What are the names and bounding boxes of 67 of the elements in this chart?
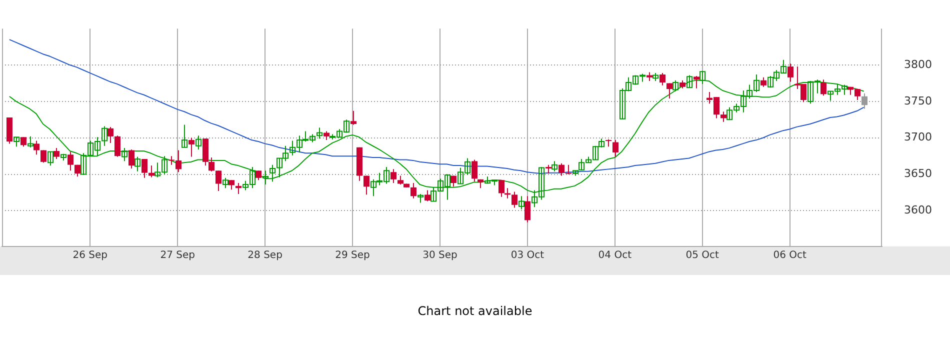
candlestick <box>40 150 46 164</box>
candlestick <box>202 138 208 166</box>
candlestick <box>142 158 148 178</box>
candlestick <box>472 159 478 182</box>
candlestick <box>176 150 182 173</box>
candlestick <box>54 148 60 160</box>
x-tick-label: 05 Oct <box>686 250 720 261</box>
candlestick <box>660 72 666 86</box>
candlestick <box>128 149 134 169</box>
x-tick-label: 27 Sep <box>160 250 195 261</box>
candlestick <box>114 135 120 158</box>
candlestick <box>720 111 726 122</box>
candlestick <box>788 63 794 82</box>
candlestick <box>28 136 34 148</box>
candlestick <box>558 162 564 176</box>
x-tick-label: 26 Sep <box>72 250 108 261</box>
candlestick <box>14 136 20 148</box>
y-tick-label: 3800 <box>904 58 932 71</box>
candlestick <box>504 188 510 199</box>
candlestick <box>68 151 74 172</box>
x-tick-label: 30 Sep <box>422 250 458 261</box>
candlestick <box>20 136 26 148</box>
candlestick <box>208 157 214 172</box>
candlestick <box>196 135 202 150</box>
x-tick-label: 29 Sep <box>335 250 370 261</box>
y-tick-label: 3600 <box>904 204 932 217</box>
candlestick <box>256 170 262 181</box>
candlestick <box>48 151 54 166</box>
x-tick-label: 04 Oct <box>598 250 632 261</box>
candlestick <box>612 140 618 158</box>
candlestick <box>424 190 430 202</box>
candlestick <box>820 79 826 96</box>
candlestick <box>270 164 276 182</box>
candlestick <box>694 75 700 89</box>
candlestick <box>228 180 234 190</box>
candlestick <box>108 126 114 144</box>
candlestick <box>188 137 194 158</box>
candlestick <box>316 127 322 140</box>
text: Chart not available <box>418 304 532 318</box>
candlestick <box>222 177 228 189</box>
candlestick <box>390 168 396 184</box>
x-tick-label: 28 Sep <box>248 250 282 261</box>
candlestick <box>518 196 524 210</box>
y-tick-label: 3650 <box>904 167 932 180</box>
candlestick <box>216 170 222 192</box>
candlestick <box>168 156 174 166</box>
candlestick <box>450 175 456 188</box>
candlestick <box>236 182 242 194</box>
candlestick <box>122 148 128 162</box>
x-tick-label: 06 Oct <box>773 250 806 261</box>
candlestick <box>666 82 672 100</box>
candlestick <box>552 160 558 172</box>
candlestick <box>364 175 370 196</box>
candlestick <box>134 156 140 172</box>
candlestick <box>566 164 572 175</box>
x-tick-label: 03 Oct <box>510 250 544 261</box>
candlestick <box>182 124 188 148</box>
candlestick <box>760 76 766 88</box>
candlestick <box>512 191 518 208</box>
candlestick <box>350 110 356 126</box>
y-tick-label: 3700 <box>904 130 932 144</box>
candlestick <box>498 180 504 198</box>
candlestick <box>410 182 416 199</box>
y-tick-label: 3750 <box>904 94 932 108</box>
candlestick <box>524 196 530 223</box>
candlestick <box>34 140 40 156</box>
candlestick <box>262 170 268 185</box>
